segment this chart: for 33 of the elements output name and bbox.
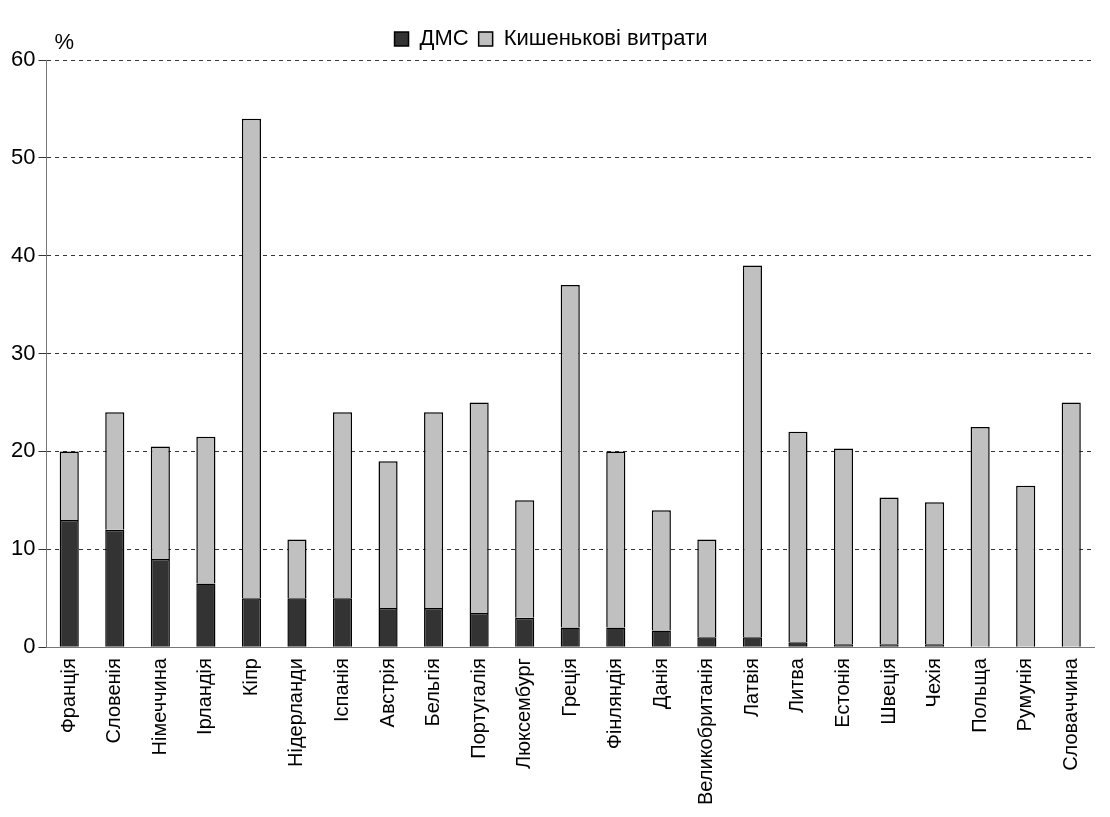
y-axis-title: % [54,29,75,55]
x-tick-label: Словенія [102,658,125,744]
x-tick-label: Фінляндія [603,658,626,750]
y-tick-label: 0 [23,633,36,659]
x-tick-label: Румунія [1013,658,1036,732]
x-tick-label: Австрія [375,658,398,728]
x-tick-label: Люксембург [512,658,535,770]
x-tick-label: Німеччина [147,657,170,756]
x-tick-label: Данія [648,658,671,710]
x-tick-label: Португалія [466,658,489,759]
y-tick-label: 30 [10,339,36,365]
x-tick-label: Латвія [739,658,762,718]
x-tick-label: Литва [785,657,808,714]
y-tick-label: 60 [10,46,36,72]
x-tick-label: Словаччина [1058,657,1081,771]
x-tick-label: Великобританія [694,658,717,806]
x-tick-label: Греція [557,658,580,717]
x-tick-label: Швеція [876,658,899,725]
x-tick-label: Франція [56,658,79,734]
x-tick-label: Кіпр [238,658,261,697]
x-tick-label: Іспанія [330,658,353,722]
legend-label: ДМС [419,25,469,51]
y-tick-label: 20 [10,437,36,463]
x-tick-label: Ірландія [193,658,216,735]
x-tick-label: Польща [967,657,990,733]
x-tick-label: Чехія [922,658,945,708]
y-tick-label: 40 [10,241,36,267]
legend-label: Кишенькові витрати [503,25,708,51]
y-tick-label: 10 [10,535,36,561]
x-tick-label: Естонія [831,658,854,728]
y-tick-label: 50 [10,143,36,169]
x-tick-label: Бельгія [421,658,444,727]
x-tick-label: Нідерланди [284,658,307,767]
